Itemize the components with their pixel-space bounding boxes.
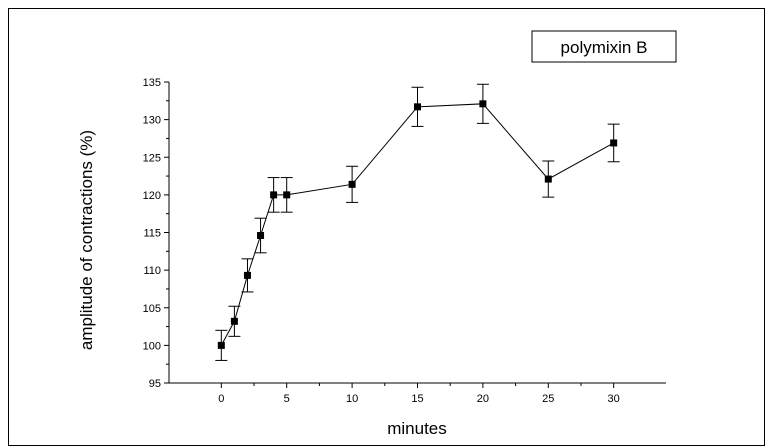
y-axis-title: amplitude of contractions (%) (77, 130, 96, 350)
x-tick-label: 20 (477, 393, 489, 405)
chart-frame (8, 8, 765, 446)
y-tick-label: 135 (143, 77, 161, 89)
x-tick-label: 30 (608, 393, 620, 405)
legend-label: polymixin B (561, 38, 648, 57)
series-line (220, 103, 614, 346)
legend-box (531, 30, 677, 63)
y-tick-label: 110 (143, 265, 161, 277)
data-point (283, 191, 291, 199)
x-tick-label: 10 (346, 393, 358, 405)
y-tick-label: 130 (143, 115, 161, 127)
y-tick-label: 100 (143, 340, 161, 352)
x-tick-label: 0 (218, 393, 224, 405)
series-layer (215, 83, 620, 361)
y-tick-label: 120 (143, 190, 161, 202)
y-tick-label: 95 (149, 378, 161, 390)
data-point (243, 271, 251, 279)
y-tick-label: 115 (143, 228, 161, 240)
y-tick-label: 105 (143, 303, 161, 315)
axes: 95 100 105 110 115 120 125 130 135 0 5 10 15 20 25 30 (143, 77, 666, 405)
data-point (414, 103, 421, 111)
data-point (230, 317, 238, 325)
data-point (270, 191, 278, 199)
data-point (610, 139, 618, 147)
data-point (257, 232, 265, 240)
x-axis-title: minutes (387, 419, 447, 438)
data-point (479, 100, 487, 108)
data-point (217, 341, 225, 349)
x-tick-label: 25 (542, 393, 554, 405)
x-tick-label: 5 (284, 393, 290, 405)
y-tick-label: 125 (143, 152, 161, 164)
data-point (544, 175, 552, 183)
x-tick-label: 15 (411, 393, 423, 405)
legend: polymixin B (531, 30, 677, 63)
data-point (348, 180, 356, 188)
